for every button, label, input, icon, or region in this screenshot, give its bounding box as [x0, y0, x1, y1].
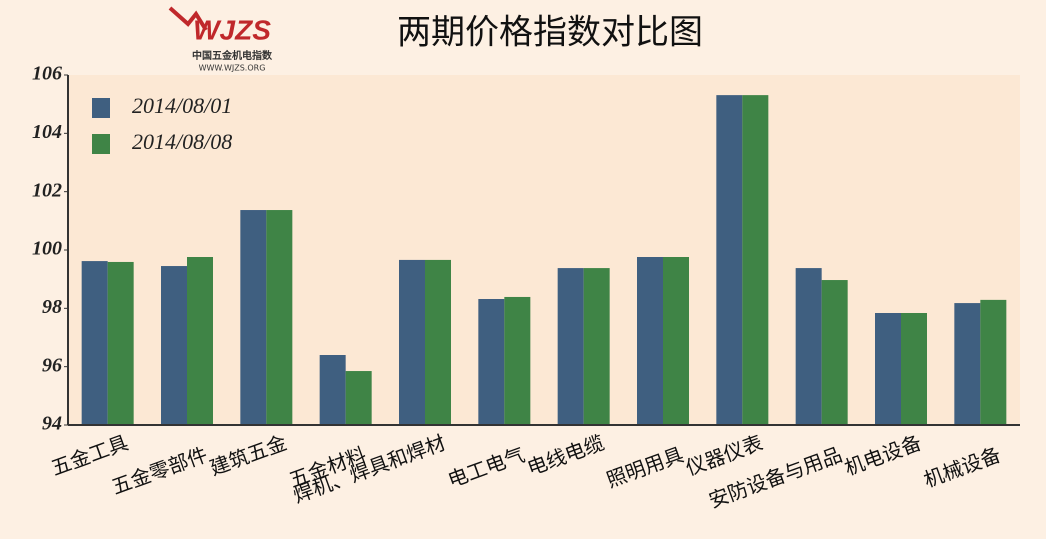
- y-tick-label: 94: [42, 413, 62, 435]
- legend-swatch: [92, 98, 110, 118]
- bar: [821, 280, 848, 425]
- legend-label: 2014/08/08: [132, 129, 232, 154]
- bar: [81, 261, 108, 425]
- bar: [663, 257, 689, 425]
- logo-name: 中国五金机电指数: [192, 49, 273, 62]
- y-tick-label: 100: [32, 238, 62, 260]
- bar: [504, 296, 531, 425]
- y-tick-label: 96: [42, 354, 62, 376]
- logo-mark: WJZS: [193, 14, 271, 45]
- legend-swatch: [92, 134, 110, 154]
- y-tick-label: 104: [32, 121, 62, 143]
- legend-label: 2014/08/01: [132, 93, 232, 118]
- bar: [319, 355, 346, 425]
- y-tick-label: 106: [32, 63, 62, 85]
- chart-title: 两期价格指数对比图: [397, 13, 703, 53]
- bar: [425, 259, 451, 425]
- bar: [557, 268, 584, 425]
- bar: [107, 261, 134, 425]
- logo-arrow: [168, 6, 208, 32]
- bar: [240, 210, 267, 425]
- y-tick-label: 98: [42, 296, 62, 318]
- bar: [187, 257, 213, 425]
- bar: [161, 266, 187, 425]
- bar: [795, 268, 822, 425]
- bar: [637, 257, 663, 425]
- bar: [901, 313, 927, 425]
- bar: [742, 95, 769, 425]
- bar: [583, 268, 610, 425]
- bar: [345, 371, 372, 425]
- bar: [399, 259, 425, 425]
- logo-url: WWW.WJZS.ORG: [199, 64, 266, 73]
- y-tick-label: 102: [32, 179, 62, 201]
- bar: [980, 299, 1007, 425]
- bar: [954, 303, 981, 425]
- bar: [716, 95, 743, 425]
- plot-area: [68, 75, 1020, 425]
- bar: [875, 313, 901, 425]
- bar: [266, 210, 293, 425]
- bar: [478, 299, 505, 425]
